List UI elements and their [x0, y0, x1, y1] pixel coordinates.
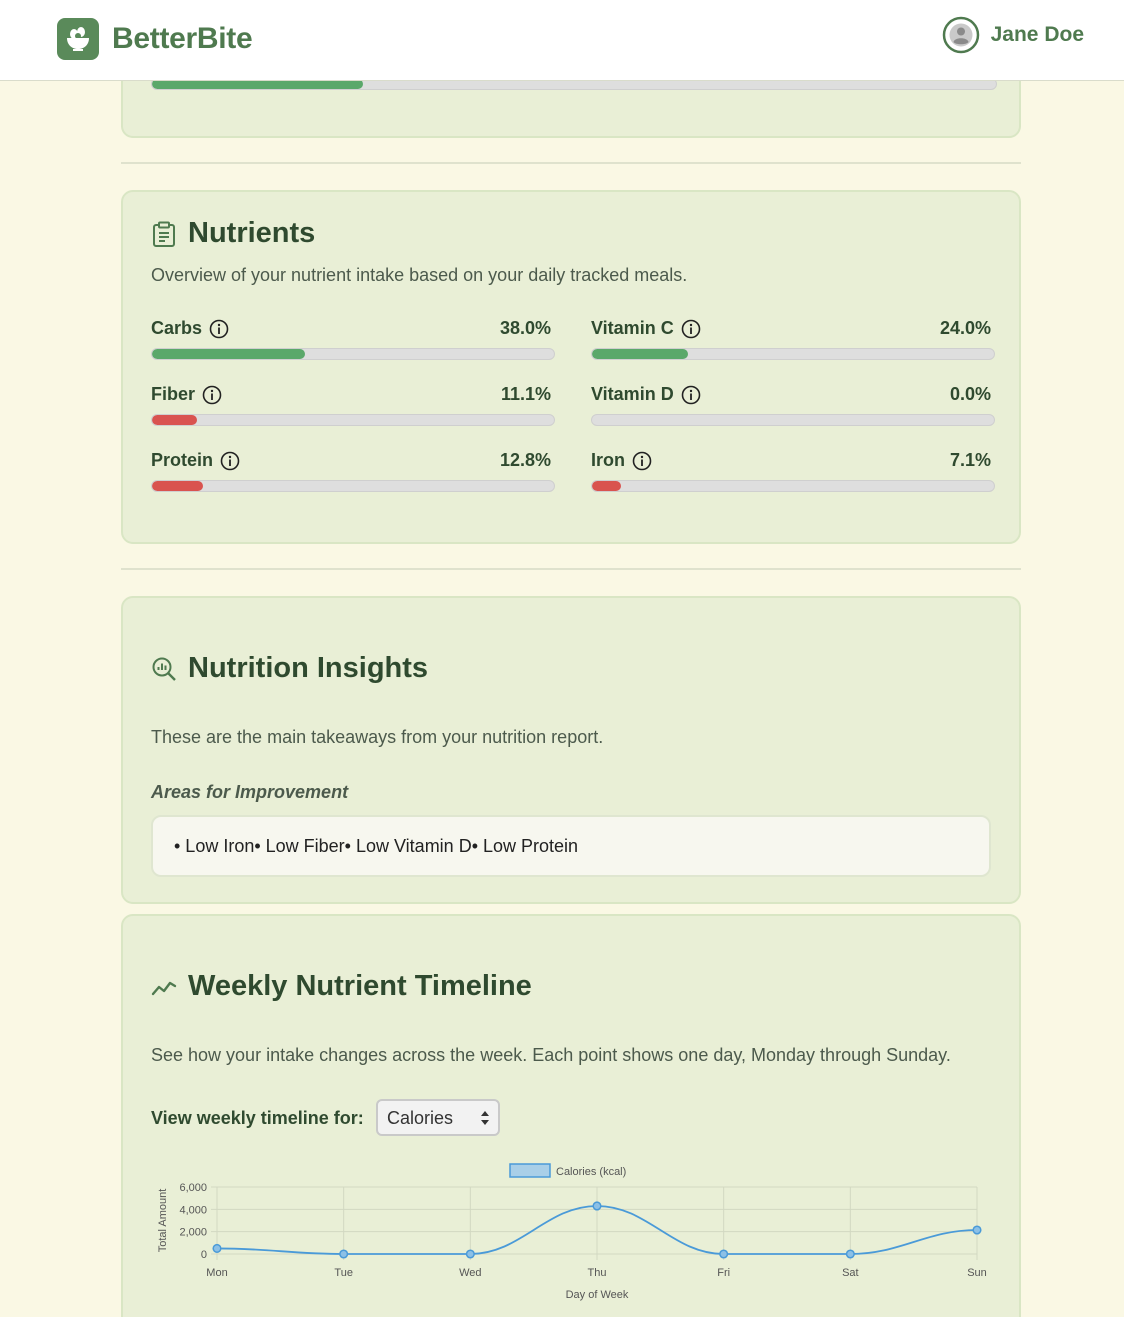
- timeline-description: See how your intake changes across the w…: [151, 1045, 951, 1065]
- nutrient-value: 24.0%: [939, 318, 991, 338]
- nutrient-progress-fill: [152, 415, 197, 425]
- select-arrows-icon: [481, 1111, 489, 1125]
- nutrient-progress-bar: [151, 414, 555, 426]
- nutrient-label-text: Fiber: [151, 384, 196, 404]
- info-icon[interactable]: [674, 319, 701, 339]
- info-icon[interactable]: [213, 451, 240, 471]
- nutrient-label-text: Carbs: [151, 318, 203, 338]
- data-point: [212, 1243, 222, 1253]
- x-tick-label: Wed: [459, 1267, 481, 1279]
- y-axis-title: Total Amount: [157, 1189, 169, 1253]
- nutrient-progress-fill: [152, 481, 204, 491]
- user-menu[interactable]: Jane Doe: [942, 16, 1084, 54]
- timeline-title: Weekly Nutrient Timeline: [151, 970, 532, 1003]
- salad-bowl-icon: [57, 18, 99, 60]
- clipboard-icon: [153, 221, 175, 247]
- nutrients-title: Nutrients: [151, 217, 315, 250]
- nutrient-label: Vitamin C: [591, 318, 701, 339]
- nutrient-label-text: Iron: [591, 450, 625, 470]
- nutrient-value: 7.1%: [949, 450, 991, 470]
- magnifier-chart-icon: [152, 657, 176, 681]
- x-tick-label: Sat: [842, 1267, 859, 1279]
- areas-for-improvement-heading: Areas for Improvement: [151, 782, 349, 802]
- x-tick-label: Tue: [334, 1267, 353, 1279]
- nutrient-value: 0.0%: [949, 384, 991, 404]
- nutrients-title-text: Nutrients: [188, 217, 316, 249]
- nutrient-select[interactable]: Calories: [376, 1099, 500, 1136]
- nutrient-value: 12.8%: [499, 450, 551, 470]
- user-avatar-icon: [942, 16, 979, 54]
- data-point: [845, 1249, 855, 1259]
- nutrients-card: Nutrients Overview of your nutrient inta…: [121, 190, 1021, 544]
- trend-line-icon: [151, 981, 177, 995]
- timeline-select-label: View weekly timeline for:: [151, 1108, 364, 1128]
- data-point: [592, 1201, 602, 1211]
- nutrition-insights-card: Nutrition Insights These are the main ta…: [121, 596, 1021, 904]
- insights-title: Nutrition Insights: [151, 652, 428, 685]
- nutrients-description: Overview of your nutrient intake based o…: [151, 265, 688, 285]
- y-tick-label: 2,000: [179, 1227, 207, 1239]
- section-divider: [121, 162, 1021, 164]
- nutrient-progress-bar: [151, 348, 555, 360]
- data-point: [719, 1249, 729, 1259]
- nutrient-value: 11.1%: [500, 384, 551, 404]
- data-point: [972, 1225, 982, 1235]
- x-axis-title: Day of Week: [566, 1289, 629, 1301]
- nutrient-progress-fill: [152, 349, 305, 359]
- insights-title-text: Nutrition Insights: [188, 652, 429, 684]
- nutrient-label-text: Vitamin D: [591, 384, 674, 404]
- nutrient-label: Carbs: [151, 318, 229, 339]
- nutrient-progress-bar: [591, 348, 995, 360]
- nutrient-label: Vitamin D: [591, 384, 701, 405]
- x-tick-label: Sun: [967, 1267, 987, 1279]
- nutrient-label: Iron: [591, 450, 652, 471]
- info-icon[interactable]: [625, 451, 652, 471]
- info-icon[interactable]: [195, 385, 222, 405]
- insights-description: These are the main takeaways from your n…: [151, 727, 604, 747]
- nutrient-label-text: Vitamin C: [591, 318, 674, 338]
- improvement-list: • Low Iron• Low Fiber• Low Vitamin D• Lo…: [151, 815, 991, 877]
- nutrient-progress-fill: [592, 481, 621, 491]
- x-tick-label: Fri: [717, 1267, 730, 1279]
- top-navigation-bar: BetterBite Jane Doe: [0, 0, 1124, 81]
- user-name: Jane Doe: [990, 23, 1084, 46]
- timeline-title-text: Weekly Nutrient Timeline: [188, 970, 532, 1002]
- y-tick-label: 0: [201, 1249, 207, 1261]
- legend-swatch: [509, 1163, 551, 1178]
- y-tick-label: 6,000: [179, 1182, 207, 1194]
- data-point: [339, 1249, 349, 1259]
- info-icon[interactable]: [674, 385, 701, 405]
- brand-name: BetterBite: [112, 22, 253, 55]
- info-icon[interactable]: [202, 319, 229, 339]
- nutrient-select-value: Calories: [387, 1108, 454, 1128]
- legend-label: Calories (kcal): [556, 1166, 626, 1178]
- brand[interactable]: BetterBite: [57, 18, 253, 60]
- nutrient-progress-bar: [591, 414, 995, 426]
- x-tick-label: Mon: [206, 1267, 227, 1279]
- nutrient-progress-fill: [592, 349, 689, 359]
- nutrient-label-text: Protein: [151, 450, 214, 470]
- y-tick-label: 4,000: [179, 1204, 207, 1216]
- nutrient-progress-bar: [151, 480, 555, 492]
- nutrient-label: Fiber: [151, 384, 222, 405]
- section-divider: [121, 568, 1021, 570]
- nutrient-label: Protein: [151, 450, 240, 471]
- nutrient-value: 38.0%: [499, 318, 551, 338]
- nutrient-progress-bar: [591, 480, 995, 492]
- x-tick-label: Thu: [588, 1267, 607, 1279]
- data-point: [465, 1249, 475, 1259]
- top-progress-fill: [152, 79, 363, 89]
